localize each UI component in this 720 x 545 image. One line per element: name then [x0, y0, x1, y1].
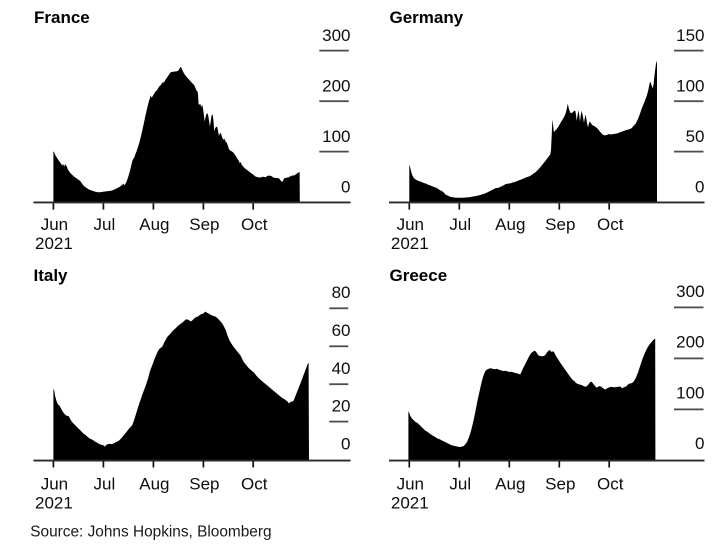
svg-text:Sep: Sep: [545, 474, 575, 493]
svg-text:80: 80: [332, 283, 351, 302]
svg-text:Jun: Jun: [397, 474, 424, 493]
svg-text:2021: 2021: [35, 494, 73, 513]
svg-text:Aug: Aug: [139, 215, 169, 234]
svg-text:100: 100: [322, 127, 350, 146]
svg-text:Germany: Germany: [390, 8, 464, 27]
svg-text:Sep: Sep: [189, 215, 219, 234]
svg-text:Jul: Jul: [449, 474, 471, 493]
svg-text:Jul: Jul: [94, 474, 116, 493]
svg-text:Jun: Jun: [397, 215, 424, 234]
svg-text:Aug: Aug: [495, 215, 525, 234]
svg-text:40: 40: [332, 359, 351, 378]
svg-text:200: 200: [322, 77, 350, 96]
svg-text:Aug: Aug: [139, 474, 169, 493]
svg-text:100: 100: [676, 383, 704, 402]
svg-text:Jul: Jul: [449, 215, 471, 234]
svg-text:60: 60: [332, 321, 351, 340]
svg-text:France: France: [34, 8, 90, 27]
svg-text:Oct: Oct: [241, 474, 268, 493]
svg-text:0: 0: [341, 177, 350, 196]
svg-text:0: 0: [695, 177, 704, 196]
svg-text:0: 0: [695, 434, 704, 453]
svg-text:Oct: Oct: [597, 474, 624, 493]
svg-text:Sep: Sep: [545, 215, 575, 234]
svg-text:20: 20: [332, 397, 351, 416]
svg-text:150: 150: [676, 26, 704, 45]
svg-text:Oct: Oct: [597, 215, 624, 234]
svg-text:Oct: Oct: [241, 215, 268, 234]
svg-text:Jun: Jun: [41, 215, 68, 234]
svg-text:Jun: Jun: [41, 474, 68, 493]
svg-text:200: 200: [676, 333, 704, 352]
svg-text:Jul: Jul: [94, 215, 116, 234]
svg-text:300: 300: [322, 26, 350, 45]
svg-text:100: 100: [676, 77, 704, 96]
svg-text:300: 300: [676, 282, 704, 301]
svg-text:2021: 2021: [35, 234, 73, 253]
svg-text:Source: Johns Hopkins, Bloombe: Source: Johns Hopkins, Bloomberg: [30, 523, 271, 540]
svg-text:50: 50: [686, 127, 705, 146]
svg-text:0: 0: [341, 435, 350, 454]
svg-text:Greece: Greece: [390, 266, 448, 285]
svg-text:2021: 2021: [391, 234, 429, 253]
svg-text:Sep: Sep: [189, 474, 219, 493]
svg-text:Aug: Aug: [495, 474, 525, 493]
svg-text:Italy: Italy: [34, 266, 69, 285]
svg-text:2021: 2021: [391, 494, 429, 513]
